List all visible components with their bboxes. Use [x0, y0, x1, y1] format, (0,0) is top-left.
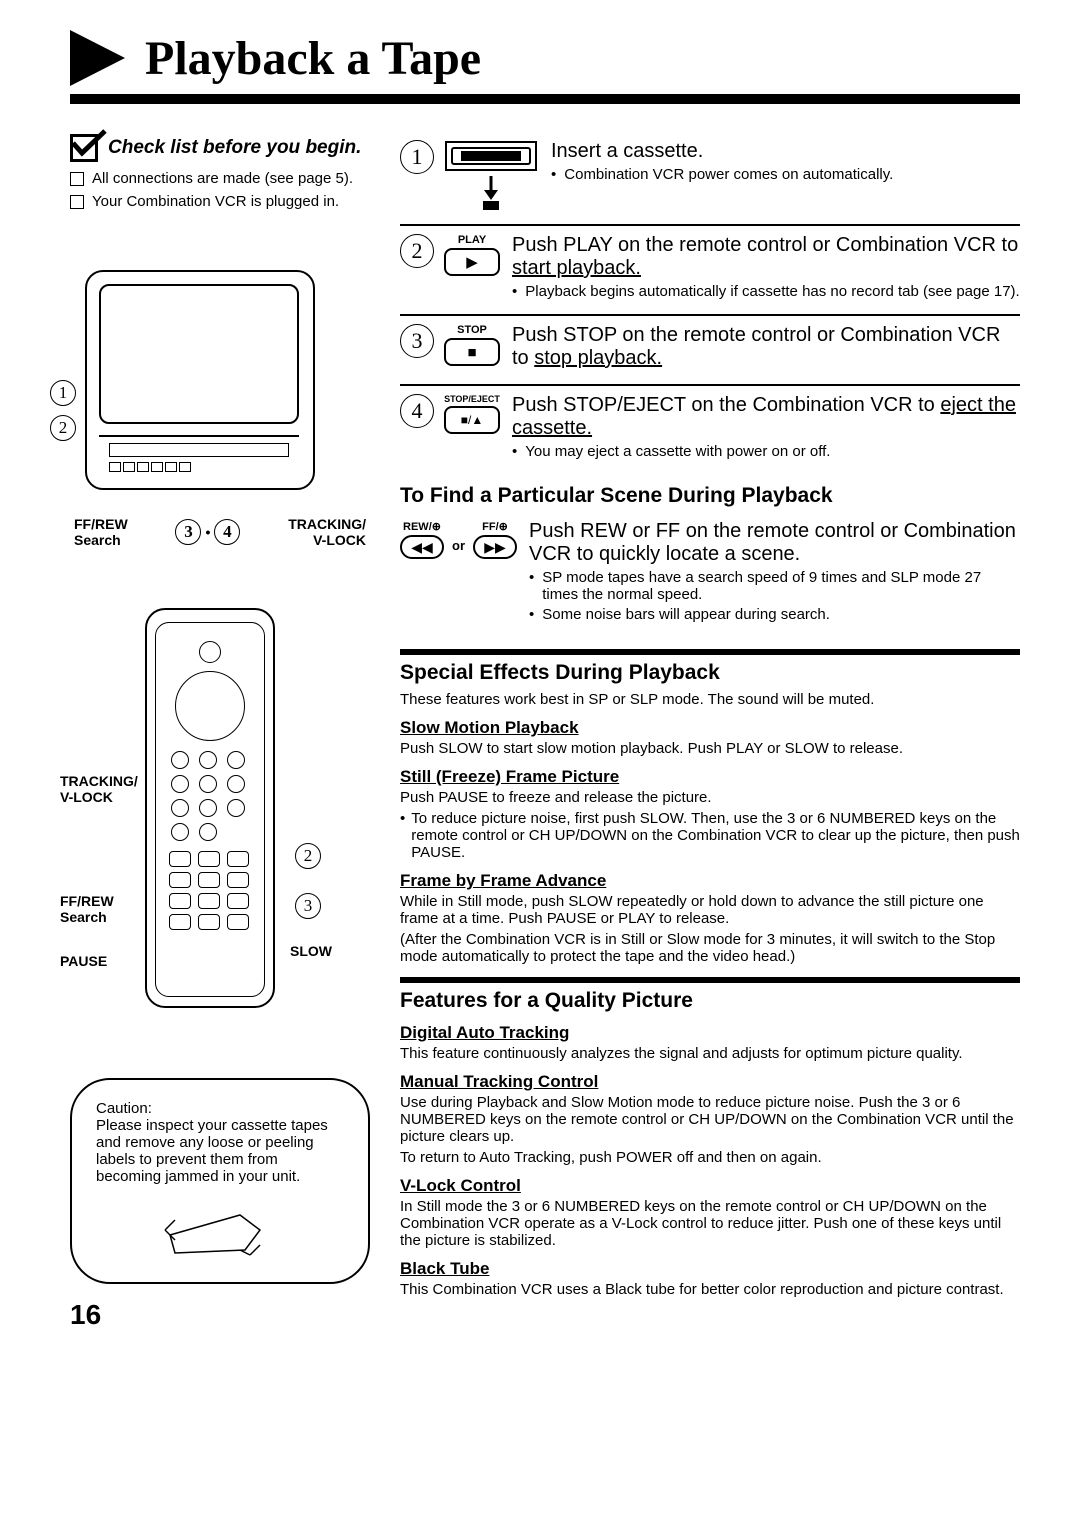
- checklist-header: Check list before you begin.: [70, 134, 370, 162]
- callout-2-icon: 2: [50, 415, 76, 441]
- tv-label-right: TRACKING/ V-LOCK: [288, 516, 366, 548]
- remote-diagram: TRACKING/ V-LOCK FF/REW Search PAUSE SLO…: [70, 608, 330, 1028]
- body-text: To reduce picture noise, first push SLOW…: [411, 810, 1020, 861]
- stop-eject-button-icon: ■/▲: [444, 406, 500, 434]
- title-rule: [70, 94, 1020, 104]
- remote-label-ffrew: FF/REW Search: [60, 893, 114, 925]
- sub-heading: V-Lock Control: [400, 1176, 1020, 1196]
- sub-heading: Manual Tracking Control: [400, 1072, 1020, 1092]
- remote-label-tracking: TRACKING/ V-LOCK: [60, 773, 138, 805]
- page-title: Playback a Tape: [145, 31, 481, 86]
- sub-heading: Slow Motion Playback: [400, 718, 1020, 738]
- body-text: Push PAUSE to freeze and release the pic…: [400, 789, 1020, 806]
- step-number: 2: [400, 234, 434, 268]
- section-heading: Special Effects During Playback: [400, 661, 1020, 685]
- play-arrow-icon: [70, 30, 125, 86]
- button-label: STOP/EJECT: [444, 394, 500, 404]
- step-title-u: stop playback.: [534, 347, 662, 369]
- rew-button-icon: ◀◀: [400, 535, 444, 559]
- page-number: 16: [70, 1299, 370, 1331]
- play-button-icon: ▶: [444, 248, 500, 276]
- sub-heading: Still (Freeze) Frame Picture: [400, 767, 1020, 787]
- button-label: STOP: [444, 324, 500, 336]
- body-text: Push SLOW to start slow motion playback.…: [400, 740, 1020, 757]
- step-title-a: Push PLAY on the remote control or Combi…: [512, 234, 1018, 256]
- tv-unit-diagram: 1 2: [70, 270, 330, 510]
- step-title: Insert a cassette.: [551, 140, 1020, 163]
- checkbox-icon: [70, 195, 84, 209]
- body-text: In Still mode the 3 or 6 NUMBERED keys o…: [400, 1198, 1020, 1249]
- callout-2-icon: 2: [295, 843, 321, 869]
- callout-3-icon: 3: [295, 893, 321, 919]
- page-title-row: Playback a Tape: [70, 30, 1020, 86]
- body-text: (After the Combination VCR is in Still o…: [400, 931, 1020, 965]
- step-number: 4: [400, 394, 434, 428]
- tv-label-row: FF/REW Search 3•4 TRACKING/ V-LOCK: [70, 516, 370, 548]
- callout-1-icon: 1: [50, 380, 76, 406]
- checkmark-box-icon: [70, 134, 98, 162]
- find-scene-bullet: Some noise bars will appear during searc…: [542, 606, 830, 623]
- step-row: 3 STOP ■ Push STOP on the remote control…: [400, 318, 1020, 384]
- rew-label: REW/⊕: [400, 520, 444, 533]
- cassette-insert-icon: [444, 140, 539, 210]
- button-label: PLAY: [444, 234, 500, 246]
- body-text: This feature continuously analyzes the s…: [400, 1045, 1020, 1062]
- step-title-a: Push STOP/EJECT on the Combination VCR t…: [512, 394, 940, 416]
- step-number: 3: [400, 324, 434, 358]
- find-scene-bullet: SP mode tapes have a search speed of 9 t…: [542, 569, 1020, 603]
- stop-button-icon: ■: [444, 338, 500, 366]
- find-scene-title: Push REW or FF on the remote control or …: [529, 520, 1020, 566]
- checklist-item: All connections are made (see page 5).: [70, 170, 370, 187]
- step-row: 4 STOP/EJECT ■/▲ Push STOP/EJECT on the …: [400, 388, 1020, 474]
- or-label: or: [452, 538, 465, 553]
- section-heading: To Find a Particular Scene During Playba…: [400, 484, 1020, 508]
- caution-title: Caution:: [96, 1100, 344, 1117]
- sub-heading: Frame by Frame Advance: [400, 871, 1020, 891]
- step-bullet: Playback begins automatically if cassett…: [525, 283, 1019, 300]
- tv-label-left: FF/REW Search: [74, 516, 128, 548]
- step-number: 1: [400, 140, 434, 174]
- sub-heading: Digital Auto Tracking: [400, 1023, 1020, 1043]
- checklist-item-text: Your Combination VCR is plugged in.: [92, 193, 339, 210]
- checklist-item: Your Combination VCR is plugged in.: [70, 193, 370, 210]
- body-text: While in Still mode, push SLOW repeatedl…: [400, 893, 1020, 927]
- ff-button-icon: ▶▶: [473, 535, 517, 559]
- step-title-u: start playback.: [512, 257, 641, 279]
- remote-label-pause: PAUSE: [60, 953, 107, 969]
- caution-box: Caution: Please inspect your cassette ta…: [70, 1078, 370, 1284]
- checklist-item-text: All connections are made (see page 5).: [92, 170, 353, 187]
- cassette-icon: [150, 1195, 290, 1270]
- caution-body: Please inspect your cassette tapes and r…: [96, 1117, 344, 1185]
- remote-label-slow: SLOW: [290, 943, 332, 959]
- checkbox-icon: [70, 172, 84, 186]
- body-text: To return to Auto Tracking, push POWER o…: [400, 1149, 1020, 1166]
- checklist-title: Check list before you begin.: [108, 137, 361, 159]
- find-scene-row: REW/⊕ ◀◀ or FF/⊕ ▶▶ Push REW or FF on th…: [400, 514, 1020, 637]
- body-text: This Combination VCR uses a Black tube f…: [400, 1281, 1020, 1298]
- step-row: 2 PLAY ▶ Push PLAY on the remote control…: [400, 228, 1020, 314]
- special-intro: These features work best in SP or SLP mo…: [400, 691, 1020, 708]
- sub-heading: Black Tube: [400, 1259, 1020, 1279]
- callout-4-icon: 4: [214, 519, 240, 545]
- section-heading: Features for a Quality Picture: [400, 989, 1020, 1013]
- ff-label: FF/⊕: [473, 520, 517, 533]
- step-row: 1 Insert a cassette. Combination VCR pow…: [400, 134, 1020, 224]
- callout-3-icon: 3: [175, 519, 201, 545]
- step-bullet: You may eject a cassette with power on o…: [525, 443, 830, 460]
- body-text: Use during Playback and Slow Motion mode…: [400, 1094, 1020, 1145]
- step-bullet: Combination VCR power comes on automatic…: [564, 166, 893, 183]
